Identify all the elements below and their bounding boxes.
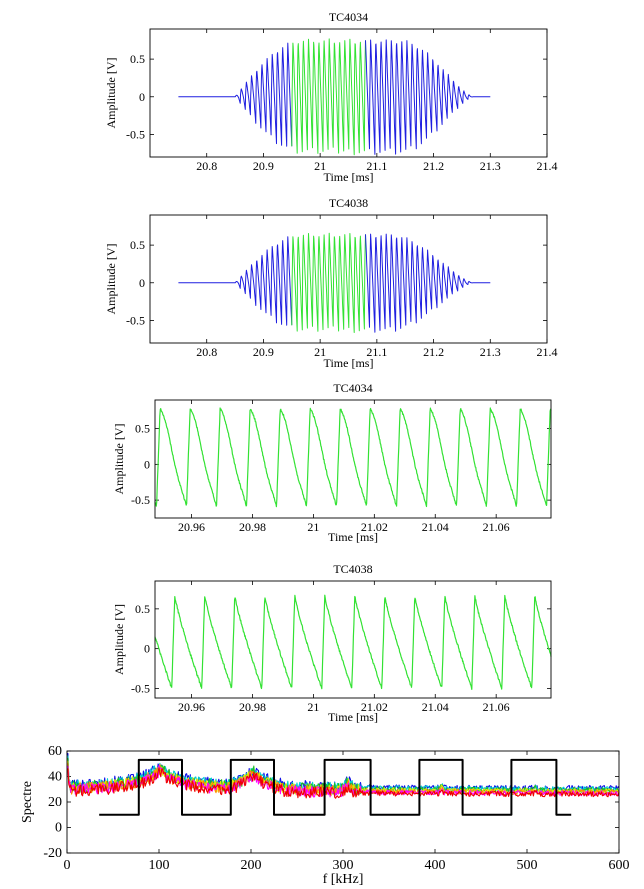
- axes-frame: [154, 399, 552, 519]
- y-tick-label: 0: [55, 821, 62, 836]
- chart-title: TC4034: [333, 381, 372, 395]
- x-tick-label: 20.9: [253, 345, 274, 359]
- waveform-series-blue: [178, 42, 293, 147]
- y-tick-label: 0.5: [135, 422, 150, 436]
- x-tick-label: 21: [307, 520, 319, 534]
- y-tick-label: 0.5: [135, 602, 150, 616]
- x-axis-label: f [kHz]: [323, 872, 364, 887]
- y-tick-label: 20: [48, 795, 62, 810]
- y-tick-label: -0.5: [126, 313, 145, 327]
- y-axis-label: Amplitude [V]: [112, 604, 126, 675]
- x-tick-label: 500: [517, 858, 538, 873]
- axes-frame: [149, 214, 548, 344]
- x-tick-label: 600: [609, 858, 630, 873]
- spectrum-series-7: [67, 767, 620, 799]
- x-tick-label: 20.8: [196, 345, 217, 359]
- x-axis-label: Time [ms]: [328, 710, 378, 724]
- chart-title: TC4038: [329, 196, 368, 210]
- axes-frame: [154, 580, 552, 699]
- waveform-series-blue: [365, 39, 491, 155]
- y-tick-label: -20: [43, 846, 62, 861]
- x-tick-label: 21.06: [483, 700, 510, 714]
- x-tick-label: 20.8: [196, 159, 217, 173]
- zoom-waveform-green: [154, 407, 552, 508]
- x-tick-label: 21.1: [366, 159, 387, 173]
- x-tick-label: 20.96: [178, 520, 205, 534]
- x-axis-label: Time [ms]: [324, 356, 374, 370]
- x-tick-label: 21.06: [483, 520, 510, 534]
- y-axis-label: Amplitude [V]: [112, 424, 126, 495]
- x-tick-label: 400: [425, 858, 446, 873]
- y-tick-label: 0.5: [130, 52, 145, 66]
- y-axis-label: Amplitude [V]: [104, 58, 118, 129]
- x-tick-label: 20.98: [239, 700, 266, 714]
- y-tick-label: 60: [48, 744, 62, 759]
- y-tick-label: 0.5: [130, 238, 145, 252]
- x-tick-label: 21.02: [361, 700, 388, 714]
- x-tick-label: 20.96: [178, 700, 205, 714]
- chart-title: TC4038: [333, 562, 372, 576]
- x-axis-label: Time [ms]: [328, 530, 378, 544]
- x-tick-label: 21.3: [480, 345, 501, 359]
- x-tick-label: 21.1: [366, 345, 387, 359]
- waveform-series-green: [291, 232, 366, 333]
- y-tick-label: 0: [139, 90, 145, 104]
- x-tick-label: 21.4: [537, 345, 558, 359]
- chart-title: TC4034: [329, 10, 368, 24]
- axes-frame: [149, 28, 548, 158]
- y-axis-label: Amplitude [V]: [104, 244, 118, 315]
- y-tick-label: 0: [144, 457, 150, 471]
- y-tick-label: -0.5: [131, 493, 150, 507]
- waveform-series-blue: [365, 233, 491, 333]
- gate-window-line: [99, 758, 572, 816]
- x-tick-label: 20.9: [253, 159, 274, 173]
- chart-panel-4: 20.96 20.98 21 21.02 21.04 21.06 0.5 0 -0.5 TC403…: [112, 562, 552, 724]
- y-tick-label: 0: [144, 642, 150, 656]
- x-tick-label: 20.98: [239, 520, 266, 534]
- x-tick-label: 21.2: [423, 345, 444, 359]
- x-tick-label: 21.3: [480, 159, 501, 173]
- x-tick-label: 0: [64, 858, 71, 873]
- y-tick-label: -0.5: [126, 127, 145, 141]
- x-tick-label: 21: [314, 345, 326, 359]
- x-axis-label: Time [ms]: [324, 170, 374, 184]
- y-tick-label: 40: [48, 770, 62, 785]
- y-tick-label: -0.5: [131, 681, 150, 695]
- axes-frame: [66, 750, 620, 854]
- x-tick-label: 21.2: [423, 159, 444, 173]
- waveform-series-blue: [178, 236, 293, 326]
- x-tick-label: 200: [241, 858, 262, 873]
- x-tick-label: 21.04: [422, 700, 449, 714]
- x-tick-label: 21.04: [422, 520, 449, 534]
- chart-panel-1: 20.8 20.9 21 21.1 21.2 21.3 21.4 0.5 0 -0.5 TC4034…: [104, 10, 558, 184]
- x-tick-label: 21.4: [537, 159, 558, 173]
- waveform-series-green: [291, 38, 366, 156]
- zoom-waveform-green: [154, 594, 552, 691]
- x-tick-label: 21: [314, 159, 326, 173]
- x-tick-label: 300: [333, 858, 354, 873]
- chart-panel-2: 20.8 20.9 21 21.1 21.2 21.3 21.4 0.5 0 -0.5 TC4038…: [104, 196, 558, 370]
- x-tick-label: 21: [307, 700, 319, 714]
- y-axis-label: Spectre: [20, 781, 35, 823]
- y-tick-label: 0: [139, 276, 145, 290]
- chart-panel-3: 20.96 20.98 21 21.02 21.04 21.06 0.5 0 -0.5 TC403…: [112, 381, 552, 544]
- x-tick-label: 100: [149, 858, 170, 873]
- x-tick-label: 21.02: [361, 520, 388, 534]
